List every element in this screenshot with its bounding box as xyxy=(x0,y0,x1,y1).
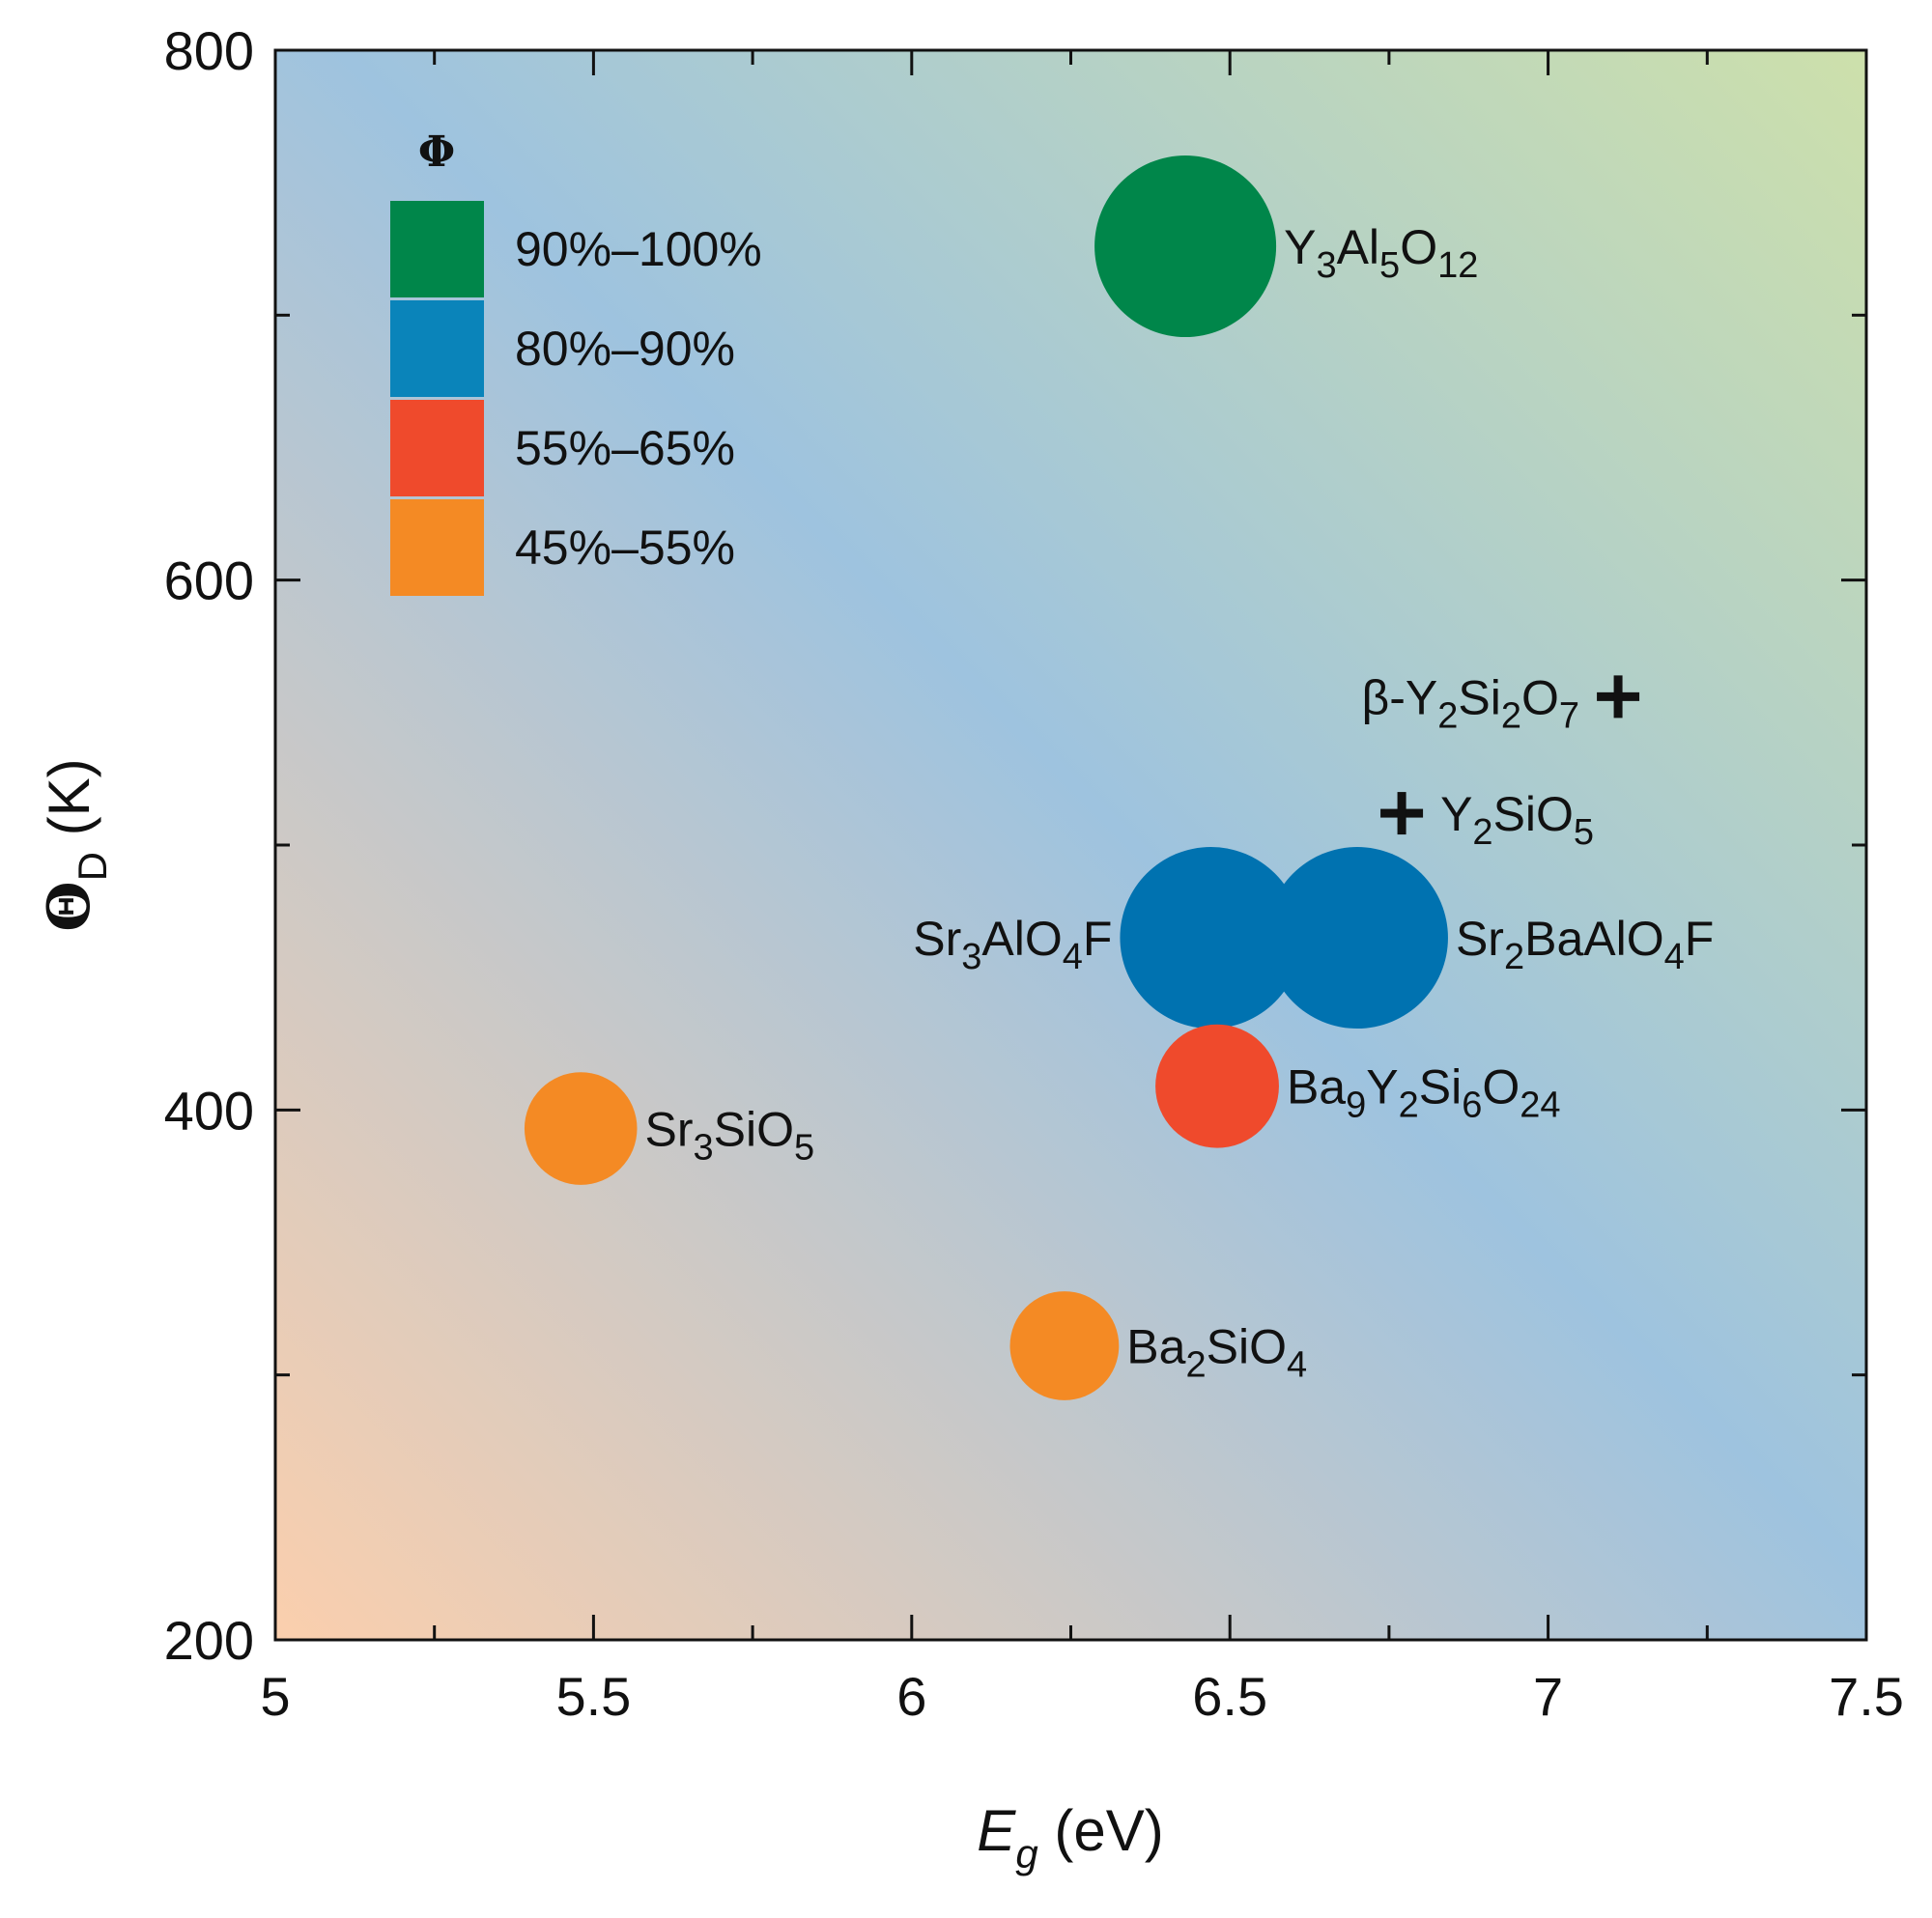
y-tick-label: 400 xyxy=(164,1080,254,1141)
point-label-Ba2SiO4: Ba2SiO4 xyxy=(1126,1319,1307,1385)
x-axis-title: Eg (eV) xyxy=(977,1798,1163,1876)
point-Sr3AlO4F xyxy=(1120,847,1302,1030)
legend-title: Φ xyxy=(418,127,455,177)
plot-background xyxy=(275,50,1866,1640)
point-label-Y2SiO5: Y2SiO5 xyxy=(1440,787,1594,853)
x-tick-label: 6 xyxy=(896,1666,926,1727)
point-Sr3SiO5 xyxy=(524,1072,638,1185)
point-label-Sr3AlO4F: Sr3AlO4F xyxy=(913,912,1112,977)
point-Ba9Y2Si6O24 xyxy=(1155,1024,1279,1148)
legend-swatch xyxy=(390,300,484,397)
point-Sr2BaAlO4F xyxy=(1265,847,1448,1030)
point-label-beta-Y2Si2O7: β-Y2Si2O7 xyxy=(1362,670,1580,736)
x-axis-title-unit: (eV) xyxy=(1038,1798,1164,1863)
legend-label: 90%–100% xyxy=(515,222,762,276)
x-tick-label: 7 xyxy=(1533,1666,1563,1727)
point-label-Ba9Y2Si6O24: Ba9Y2Si6O24 xyxy=(1287,1060,1561,1126)
axis-tick-labels: 5 5.5 6 6.5 7 7.5 200 400 600 800 xyxy=(164,20,1904,1727)
x-tick-label: 7.5 xyxy=(1829,1666,1904,1727)
point-Ba2SiO4 xyxy=(1009,1291,1120,1400)
y-axis-title-sub: D xyxy=(70,852,115,881)
x-axis-title-sub: g xyxy=(1015,1831,1037,1876)
y-tick-label: 800 xyxy=(164,20,254,81)
point-label-Sr3SiO5: Sr3SiO5 xyxy=(645,1103,815,1169)
plus-marker-Y2SiO5-v xyxy=(1397,792,1406,835)
x-axis-title-main: E xyxy=(977,1798,1016,1863)
point-labels: Y3Al5O12 Sr3AlO4F Sr2BaAlO4F Ba9Y2Si6O24 Sr3… xyxy=(645,220,1715,1385)
point-Y3Al5O12 xyxy=(1094,155,1277,338)
axis-ticks xyxy=(273,48,1868,1642)
legend-label: 55%–65% xyxy=(515,421,735,475)
y-tick-label: 200 xyxy=(164,1610,254,1671)
y-axis-title: ΘD (K) xyxy=(36,758,115,931)
x-tick-label: 5 xyxy=(260,1666,290,1727)
legend-label: 45%–55% xyxy=(515,521,735,575)
y-axis-title-unit: (K) xyxy=(37,758,101,852)
legend-label: 80%–90% xyxy=(515,322,735,376)
y-axis-title-main: Θ xyxy=(36,881,103,931)
point-label-Y3Al5O12: Y3Al5O12 xyxy=(1284,220,1478,286)
point-label-Sr2BaAlO4F: Sr2BaAlO4F xyxy=(1456,912,1714,977)
legend-swatch xyxy=(390,400,484,496)
plus-marker-beta-Y2Si2O7-v xyxy=(1613,675,1623,719)
legend: Φ 90%–100% 80%–90% 55%–65% 45%–55% xyxy=(390,127,762,596)
x-tick-label: 6.5 xyxy=(1192,1666,1267,1727)
y-tick-label: 600 xyxy=(164,550,254,611)
data-points xyxy=(524,155,1640,1400)
x-tick-label: 5.5 xyxy=(555,1666,631,1727)
legend-swatch xyxy=(390,499,484,596)
legend-swatch xyxy=(390,201,484,297)
